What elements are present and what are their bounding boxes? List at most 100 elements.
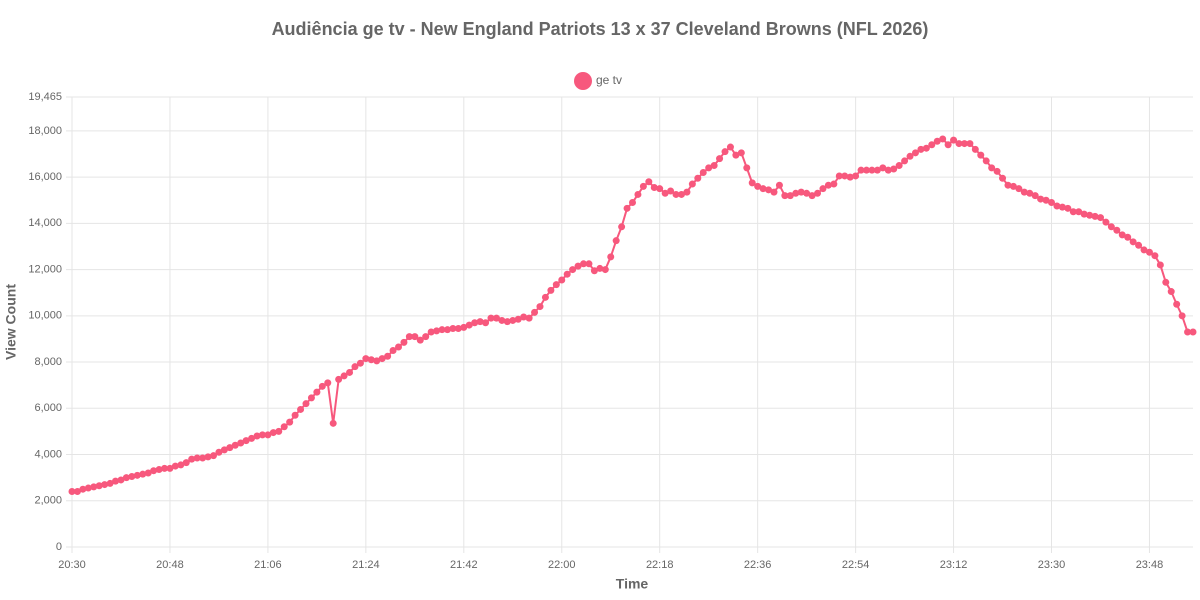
- point: [754, 182, 762, 190]
- point: [302, 400, 310, 408]
- point: [182, 459, 190, 467]
- point: [1031, 192, 1039, 200]
- point: [1189, 328, 1197, 336]
- point: [759, 185, 767, 193]
- point: [677, 190, 685, 198]
- point: [966, 140, 974, 148]
- point: [231, 441, 239, 449]
- point: [84, 484, 92, 492]
- point: [580, 260, 588, 268]
- point: [427, 328, 435, 336]
- point: [1086, 211, 1094, 219]
- point: [531, 308, 539, 316]
- point: [716, 155, 724, 163]
- point: [879, 164, 887, 172]
- point: [416, 336, 424, 344]
- point: [922, 144, 930, 152]
- point: [1009, 182, 1017, 190]
- point: [1064, 204, 1072, 212]
- point: [993, 167, 1001, 175]
- point: [68, 488, 76, 496]
- point: [520, 313, 528, 321]
- point: [808, 192, 816, 200]
- point: [166, 464, 174, 472]
- point: [955, 140, 963, 148]
- point: [395, 343, 403, 351]
- point: [128, 472, 136, 480]
- point: [765, 186, 773, 194]
- point: [117, 476, 125, 484]
- point: [1145, 248, 1153, 256]
- point: [786, 192, 794, 200]
- point: [438, 326, 446, 334]
- point: [623, 204, 631, 212]
- x-tick-label: 21:24: [352, 559, 380, 571]
- point: [112, 477, 120, 485]
- point: [525, 314, 533, 322]
- point: [101, 481, 109, 489]
- point: [362, 355, 370, 363]
- point: [220, 446, 228, 454]
- point: [1129, 238, 1137, 246]
- point: [460, 323, 468, 331]
- point: [1102, 218, 1110, 226]
- point: [999, 174, 1007, 182]
- point: [868, 166, 876, 174]
- point: [1151, 252, 1159, 260]
- point: [830, 180, 838, 188]
- point: [269, 429, 277, 437]
- point: [971, 145, 979, 153]
- point: [901, 157, 909, 165]
- point: [471, 319, 479, 327]
- point: [389, 346, 397, 354]
- point: [411, 333, 419, 341]
- point: [476, 318, 484, 326]
- point: [498, 316, 506, 324]
- point: [1184, 328, 1192, 336]
- point: [449, 325, 457, 333]
- point: [1107, 223, 1115, 231]
- point: [977, 151, 985, 159]
- point: [541, 293, 549, 301]
- point: [514, 315, 522, 323]
- point: [601, 266, 609, 274]
- point: [814, 189, 822, 197]
- point: [237, 439, 245, 447]
- point: [482, 319, 490, 327]
- point: [656, 185, 664, 193]
- point: [911, 149, 919, 157]
- point: [852, 172, 860, 180]
- point: [873, 166, 881, 174]
- point: [928, 141, 936, 149]
- point: [906, 152, 914, 160]
- point: [1167, 288, 1175, 296]
- point: [188, 455, 196, 463]
- y-tick-label: 0: [56, 541, 62, 553]
- point: [1042, 196, 1050, 204]
- point: [307, 394, 315, 402]
- point: [639, 182, 647, 190]
- x-axis-label: Time: [616, 576, 649, 592]
- point: [737, 149, 745, 157]
- point: [122, 474, 130, 482]
- point: [454, 325, 462, 333]
- point: [204, 453, 212, 461]
- x-tick-label: 21:06: [254, 559, 282, 571]
- point: [161, 464, 169, 472]
- point: [1020, 188, 1028, 196]
- point: [862, 166, 870, 174]
- point: [400, 338, 408, 346]
- point: [661, 189, 669, 197]
- point: [139, 470, 147, 478]
- point: [177, 461, 185, 469]
- point: [443, 326, 451, 334]
- point: [329, 419, 337, 427]
- point: [650, 184, 658, 192]
- point: [547, 286, 555, 294]
- point: [1080, 210, 1088, 218]
- x-tick-label: 22:54: [842, 559, 870, 571]
- point: [835, 172, 843, 180]
- point: [1135, 241, 1143, 249]
- point: [634, 190, 642, 198]
